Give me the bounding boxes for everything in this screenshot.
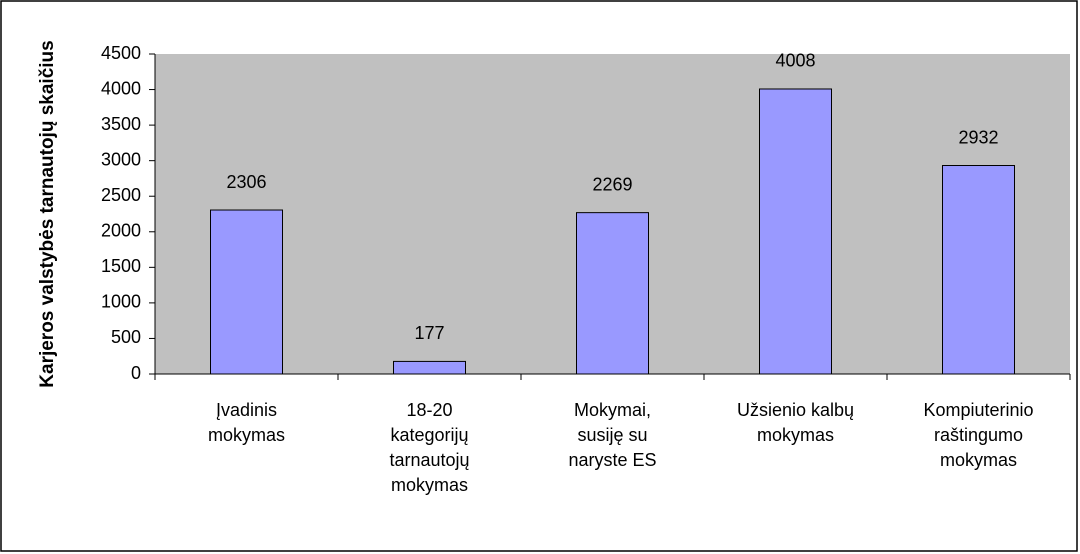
x-tick-label: Įvadinis bbox=[216, 400, 277, 420]
x-tick-label: mokymas bbox=[208, 425, 285, 445]
x-tick-label: kategorijų bbox=[390, 425, 468, 445]
value-label: 4008 bbox=[775, 51, 815, 71]
y-tick-label: 4000 bbox=[101, 78, 141, 98]
x-tick-label: Užsienio kalbų bbox=[737, 400, 854, 420]
value-label: 177 bbox=[414, 323, 444, 343]
y-tick-label: 3000 bbox=[101, 149, 141, 169]
y-tick-label: 2500 bbox=[101, 185, 141, 205]
x-tick-label: 18-20 bbox=[406, 400, 452, 420]
y-tick-label: 1500 bbox=[101, 256, 141, 276]
y-tick-label: 1000 bbox=[101, 292, 141, 312]
x-tick-label: susiję su bbox=[577, 425, 647, 445]
bar bbox=[393, 360, 466, 375]
value-label: 2932 bbox=[958, 127, 998, 147]
y-tick-label: 2000 bbox=[101, 221, 141, 241]
x-tick-label: mokymas bbox=[757, 425, 834, 445]
value-label: 2306 bbox=[226, 172, 266, 192]
x-tick-label: mokymas bbox=[391, 475, 468, 495]
x-tick-label: Kompiuterinio bbox=[923, 400, 1033, 420]
x-tick-label: naryste ES bbox=[568, 450, 656, 470]
bar bbox=[759, 88, 832, 375]
x-tick-label: mokymas bbox=[940, 450, 1017, 470]
bar bbox=[210, 209, 283, 375]
x-tick-label: raštingumo bbox=[934, 425, 1023, 445]
y-tick-label: 500 bbox=[111, 327, 141, 347]
y-tick-label: 3500 bbox=[101, 114, 141, 134]
value-label: 2269 bbox=[592, 174, 632, 194]
y-tick-label: 0 bbox=[131, 363, 141, 383]
x-tick-label: tarnautojų bbox=[389, 450, 469, 470]
bar bbox=[576, 212, 649, 375]
x-tick-label: Mokymai, bbox=[574, 400, 651, 420]
y-tick-label: 4500 bbox=[101, 43, 141, 63]
y-axis-title: Karjeros valstybės tarnautojų skaičius bbox=[37, 40, 58, 387]
bar bbox=[942, 165, 1015, 375]
